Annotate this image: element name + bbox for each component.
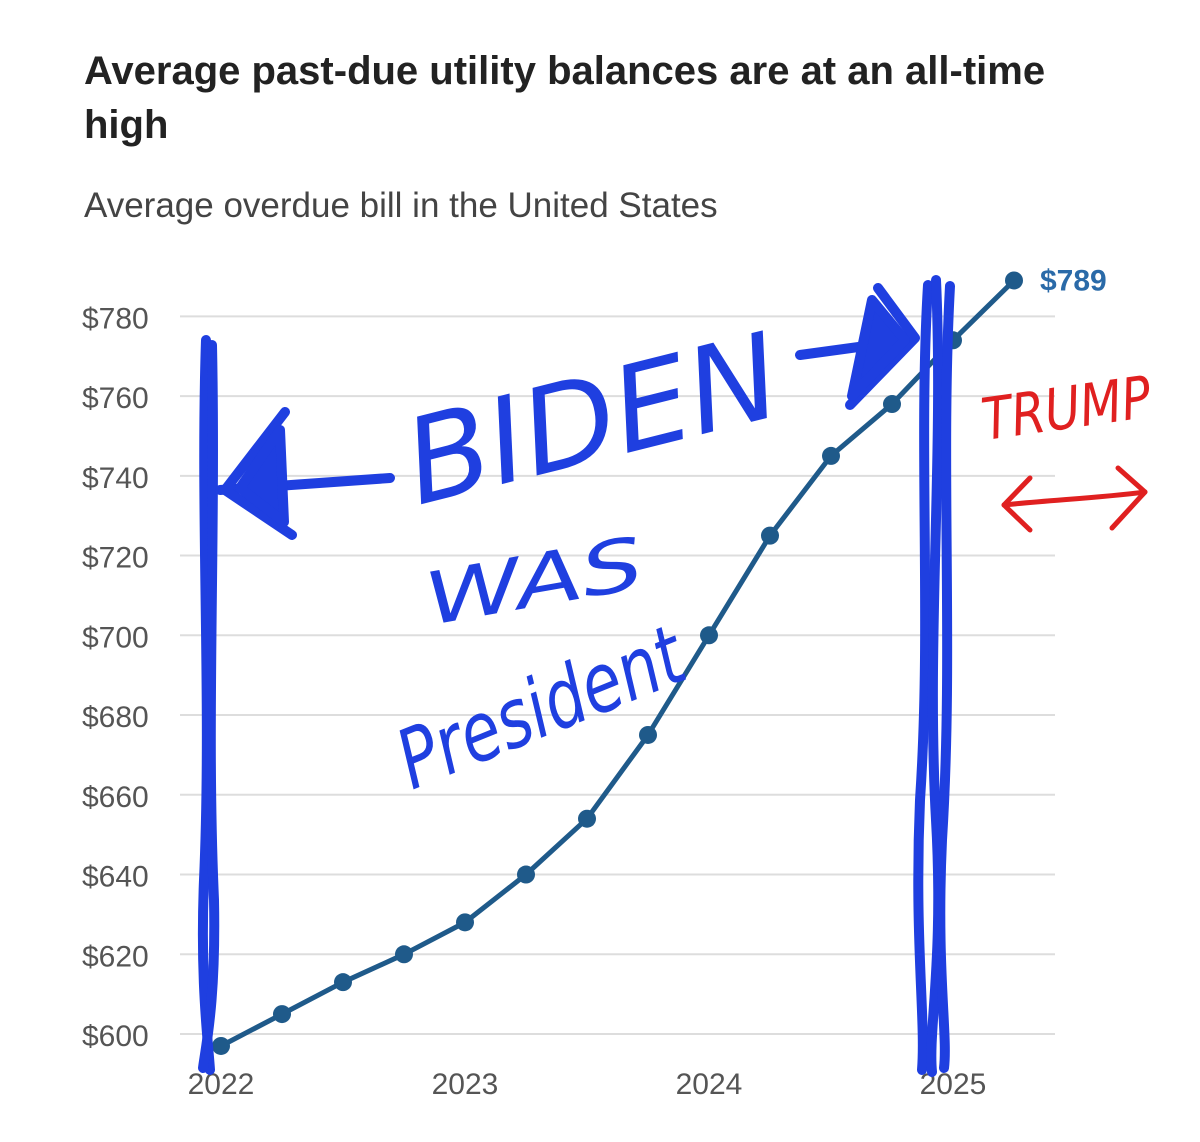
data-point (700, 626, 718, 645)
blue-left-arrow-icon (215, 407, 395, 540)
x-tick-label: 2024 (676, 1068, 743, 1101)
data-point (883, 395, 901, 414)
data-point (517, 865, 535, 884)
data-point (639, 725, 657, 744)
annotation-trump: TRUMP (977, 363, 1155, 454)
data-point (395, 945, 413, 964)
handwritten-annotations (197, 275, 1148, 1077)
data-point (334, 973, 352, 992)
red-double-arrow-icon (1001, 465, 1148, 533)
y-tick-label: $780 (82, 302, 149, 335)
chart-title: Average past-due utility balances are at… (84, 49, 1046, 147)
series-overdue-bill (212, 271, 1023, 1055)
chart-subtitle: Average overdue bill in the United State… (84, 186, 718, 225)
blue-right-arrow-icon (795, 283, 920, 410)
data-point (1005, 271, 1023, 290)
blue-vertical-lines-right (913, 275, 955, 1077)
end-value-label-group: $789 (1040, 264, 1107, 297)
y-tick-label: $720 (82, 542, 149, 575)
y-tick-label: $620 (82, 940, 149, 973)
gridlines (180, 315, 1055, 1035)
handwritten-text: BIDEN WAS President TRUMP (384, 306, 1155, 808)
data-point (456, 913, 474, 932)
y-tick-label: $700 (82, 621, 149, 654)
data-point (578, 809, 596, 828)
blue-vertical-line-left (197, 335, 220, 1075)
y-tick-label: $680 (82, 701, 149, 734)
y-tick-label: $600 (82, 1020, 149, 1053)
y-tick-label: $640 (82, 861, 149, 894)
data-point (822, 446, 840, 465)
y-tick-label: $660 (82, 781, 149, 814)
data-point (212, 1036, 230, 1055)
x-tick-label: 2022 (188, 1068, 255, 1101)
data-point (273, 1005, 291, 1024)
end-value-label: $789 (1040, 264, 1107, 297)
series-line (219, 278, 1016, 1049)
annotation-was: WAS (418, 521, 649, 642)
y-tick-label: $760 (82, 382, 149, 415)
x-axis-tick-labels: 2022 2023 2024 2025 (188, 1068, 987, 1101)
data-point (761, 526, 779, 545)
y-tick-label: $740 (82, 462, 149, 495)
x-tick-label: 2023 (432, 1068, 499, 1101)
y-axis-tick-labels: $600 $620 $640 $660 $680 $700 $720 $740 $760 $780 (82, 302, 149, 1053)
annotation-biden: BIDEN (391, 306, 793, 532)
